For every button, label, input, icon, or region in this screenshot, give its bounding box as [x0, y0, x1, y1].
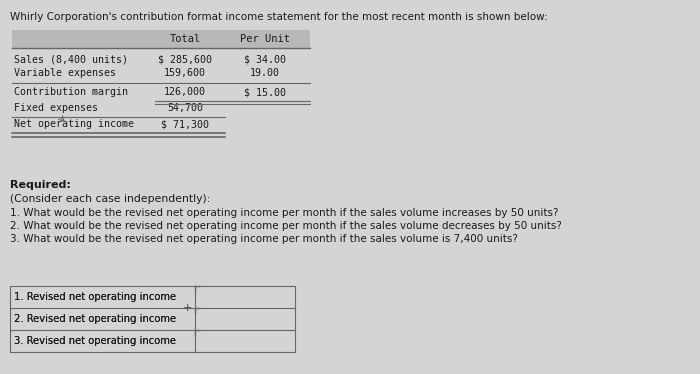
Text: Per Unit: Per Unit [240, 34, 290, 44]
Bar [12, 30, 310, 48]
Text: Total: Total [169, 34, 201, 44]
Text: 1. Revised net operating income: 1. Revised net operating income [14, 292, 176, 302]
Bar [10, 286, 295, 352]
Text: 2. What would be the revised net operating income per month if the sales volume : 2. What would be the revised net operati… [10, 221, 562, 231]
Text: 19.00: 19.00 [250, 68, 280, 78]
Text: Fixed expenses: Fixed expenses [14, 103, 98, 113]
Text: (Consider each case independently):: (Consider each case independently): [10, 194, 211, 204]
Text: 2. Revised net operating income: 2. Revised net operating income [14, 314, 176, 324]
Text: $ 285,600: $ 285,600 [158, 54, 212, 64]
Text: Whirly Corporation's contribution format income statement for the most recent mo: Whirly Corporation's contribution format… [10, 12, 547, 22]
Text: $ 15.00: $ 15.00 [244, 87, 286, 97]
Text: 2. Revised net operating income: 2. Revised net operating income [14, 314, 176, 324]
Text: 3. Revised net operating income: 3. Revised net operating income [14, 336, 176, 346]
Text: 3. What would be the revised net operating income per month if the sales volume : 3. What would be the revised net operati… [10, 234, 518, 244]
Text: $ 34.00: $ 34.00 [244, 54, 286, 64]
Text: +: + [182, 303, 192, 313]
Text: Required:: Required: [10, 180, 71, 190]
Text: 54,700: 54,700 [167, 103, 203, 113]
Text: 1. Revised net operating income: 1. Revised net operating income [14, 292, 176, 302]
Text: 1. What would be the revised net operating income per month if the sales volume : 1. What would be the revised net operati… [10, 208, 559, 218]
Text: 3. Revised net operating income: 3. Revised net operating income [14, 336, 176, 346]
Text: 126,000: 126,000 [164, 87, 206, 97]
Text: $ 71,300: $ 71,300 [161, 119, 209, 129]
Text: Contribution margin: Contribution margin [14, 87, 128, 97]
Text: Sales (8,400 units): Sales (8,400 units) [14, 54, 128, 64]
Text: Variable expenses: Variable expenses [14, 68, 116, 78]
Text: 159,600: 159,600 [164, 68, 206, 78]
Text: Net operating income: Net operating income [14, 119, 134, 129]
